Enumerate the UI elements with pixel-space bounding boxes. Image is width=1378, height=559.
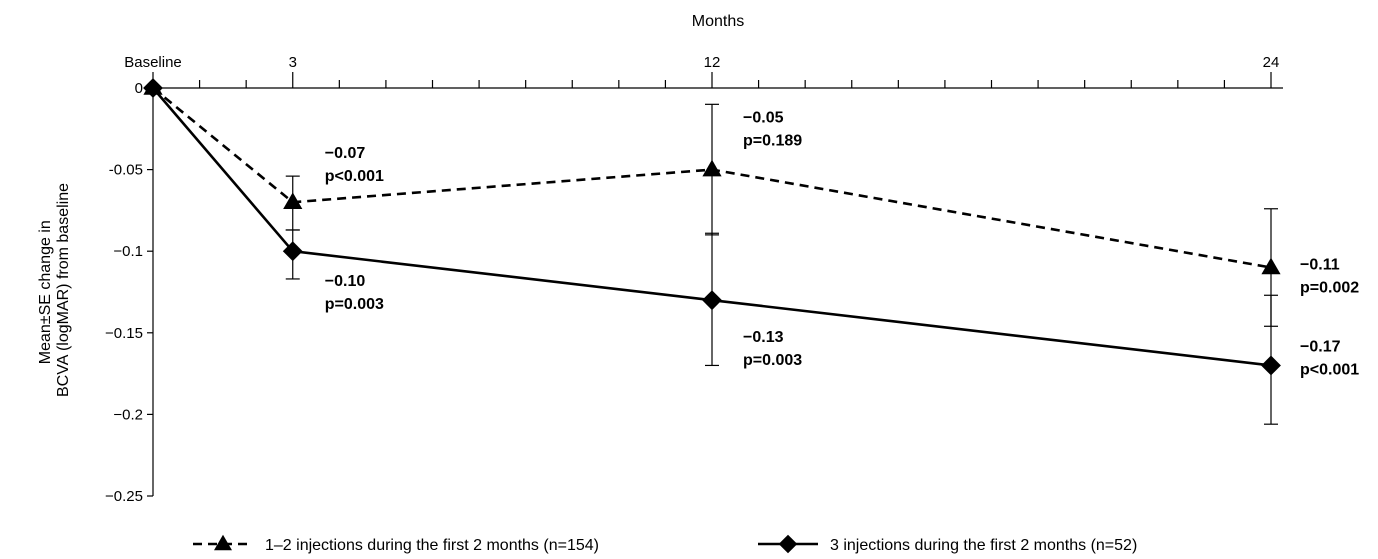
data-point-diamond	[702, 290, 722, 311]
annotation-value: −0.05	[743, 110, 784, 127]
data-point-diamond	[143, 78, 163, 98]
annotation-value: −0.11	[1300, 257, 1340, 274]
y-tick-label: −0.2	[113, 406, 143, 423]
axes: Baseline 3 12 24 0 -0.05 −0.1 −0.15 −0.2 −0.25	[105, 54, 1283, 505]
annotation-value: −0.10	[325, 273, 366, 290]
annotations: −0.07p<0.001−0.05p=0.189−0.11p=0.002−0.1…	[325, 110, 1360, 379]
legend-label: 3 injections during the first 2 months (…	[830, 537, 1137, 554]
data-point-triangle	[1261, 257, 1281, 275]
data-annotation: −0.10 p=0.003	[325, 273, 384, 313]
annotation-p-value: p=0.003	[325, 296, 384, 313]
annotation-value: −0.07	[325, 145, 366, 162]
y-tick-label: −0.1	[113, 243, 143, 260]
annotation-value: −0.13	[743, 329, 784, 346]
y-tick-label: -0.05	[109, 162, 143, 179]
legend-marker-triangle	[214, 534, 232, 551]
series-diamond	[143, 78, 1281, 425]
data-annotation: −0.17 p<0.001	[1300, 338, 1359, 378]
x-tick-label: 24	[1263, 54, 1280, 71]
legend: 1–2 injections during the first 2 months…	[193, 534, 1137, 554]
legend-label: 1–2 injections during the first 2 months…	[265, 537, 599, 554]
legend-item: 3 injections during the first 2 months (…	[758, 534, 1137, 554]
y-axis-title-line2: BCVA (logMAR) from baseline	[55, 183, 72, 397]
series-layer	[143, 78, 1281, 425]
y-tick-label: 0	[135, 80, 143, 97]
data-point-diamond	[1261, 355, 1281, 376]
data-annotation: −0.11 p=0.002	[1300, 257, 1359, 297]
y-tick-label: −0.25	[105, 488, 143, 505]
data-annotation: −0.13 p=0.003	[743, 329, 802, 369]
x-tick-label: 3	[289, 54, 297, 71]
data-point-triangle	[283, 192, 303, 209]
annotation-p-value: p=0.189	[743, 133, 802, 150]
y-tick-label: −0.15	[105, 325, 143, 342]
x-tick-label: Baseline	[124, 54, 182, 71]
legend-item: 1–2 injections during the first 2 months…	[193, 534, 599, 554]
x-axis-title: Months	[692, 13, 744, 30]
data-point-diamond	[282, 241, 303, 262]
annotation-value: −0.17	[1300, 338, 1341, 355]
y-axis-title: Mean±SE change in BCVA (logMAR) from bas…	[37, 183, 72, 397]
annotation-p-value: p<0.001	[325, 168, 384, 185]
data-point-triangle	[702, 159, 722, 177]
series-line	[152, 86, 1272, 269]
annotation-p-value: p=0.002	[1300, 280, 1359, 297]
data-annotation: −0.05 p=0.189	[743, 110, 802, 150]
annotation-p-value: p<0.001	[1300, 361, 1359, 378]
series-triangle	[143, 78, 1281, 327]
annotation-p-value: p=0.003	[743, 352, 802, 369]
series-line	[152, 87, 1272, 367]
legend-marker-diamond	[778, 534, 798, 554]
y-axis-title-line1: Mean±SE change in	[37, 220, 54, 364]
data-annotation: −0.07 p<0.001	[325, 145, 384, 185]
x-tick-label: 12	[704, 54, 721, 71]
